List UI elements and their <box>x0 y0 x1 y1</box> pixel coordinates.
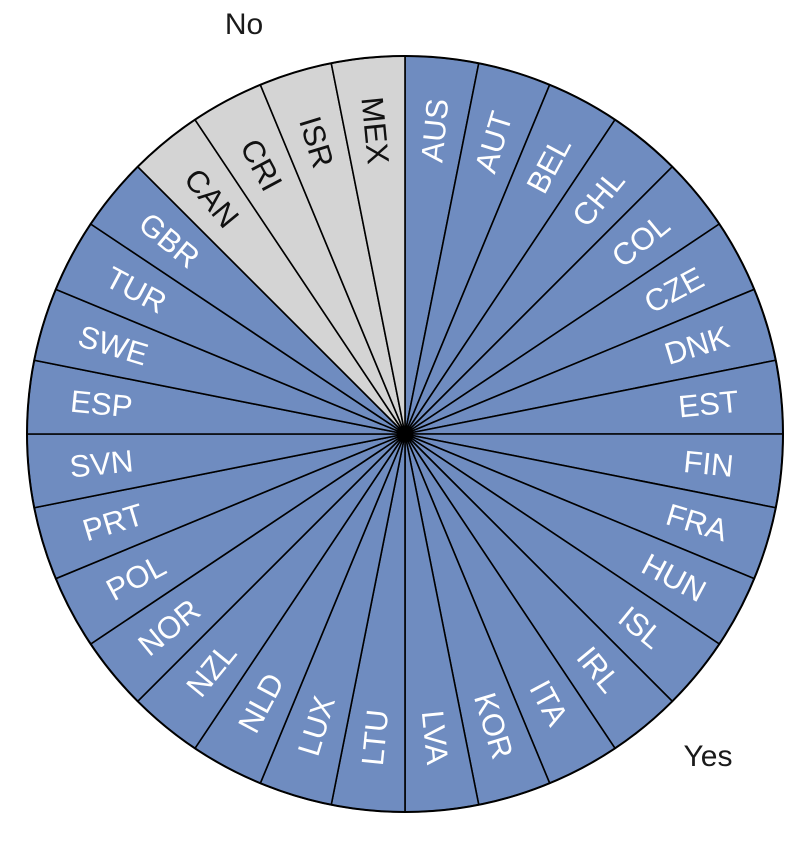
pie-slices <box>26 55 784 813</box>
legend-no-label: No <box>225 8 263 41</box>
slice-label-mex: MEX <box>354 95 395 166</box>
slice-label-svn: SVN <box>68 443 135 484</box>
slice-label-lva: LVA <box>415 709 455 766</box>
slice-label-esp: ESP <box>69 384 134 425</box>
slice-label-fin: FIN <box>682 444 735 484</box>
slice-label-est: EST <box>677 384 740 425</box>
slice-label-aus: AUS <box>414 97 455 164</box>
slice-label-ltu: LTU <box>355 708 395 767</box>
legend-yes-label: Yes <box>684 740 733 773</box>
pie-outline <box>26 55 784 813</box>
